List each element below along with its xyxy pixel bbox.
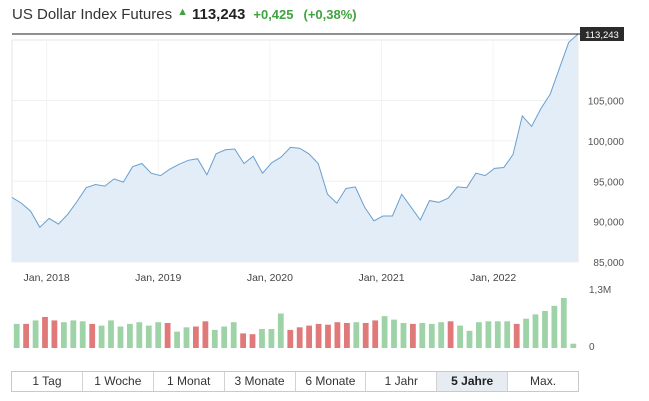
volume-bar [127, 323, 133, 348]
price-line [11, 33, 579, 229]
volume-bar [193, 326, 199, 348]
volume-min-label: 0 [589, 342, 595, 353]
volume-bar [98, 325, 105, 348]
volume-bar [268, 329, 275, 348]
volume-bar [476, 322, 482, 348]
time-x-axis: Jan, 2018 Jan, 2019 Jan, 2020 Jan, 2021 Jan,… [24, 272, 517, 284]
instrument-header: US Dollar Index Futures ▲ 113,243 +0,425… [12, 4, 357, 24]
volume-bar [457, 325, 463, 348]
x-tick-label: Jan, 2020 [247, 272, 293, 284]
volume-bar [164, 323, 171, 348]
volume-bar [353, 322, 360, 348]
volume-bar [117, 326, 124, 348]
y-tick-label: 85,000 [593, 258, 624, 269]
volume-bar [504, 321, 511, 348]
volume-bar [372, 320, 379, 348]
volume-bar [381, 316, 388, 348]
volume-bar [428, 323, 435, 348]
volume-bar [447, 321, 454, 348]
tab-5-years[interactable]: 5 Jahre [437, 372, 509, 391]
volume-max-label: 1,3M [589, 285, 611, 296]
x-tick-label: Jan, 2019 [135, 272, 181, 284]
tab-max[interactable]: Max. [530, 374, 557, 388]
volume-bar [306, 325, 312, 348]
volume-bar [513, 323, 520, 348]
volume-bar [211, 329, 218, 348]
volume-bars [13, 298, 577, 348]
volume-bar [277, 313, 284, 348]
volume-bar [13, 323, 20, 348]
last-price-label: 113,243 [585, 30, 619, 41]
volume-bar [296, 327, 303, 348]
tab-1-year[interactable]: 1 Jahr [366, 372, 438, 391]
volume-bar [249, 334, 256, 348]
volume-bar [400, 323, 407, 348]
volume-bar [315, 323, 322, 348]
price-change: +0,425 [253, 6, 294, 22]
volume-bar [344, 323, 350, 348]
volume-bar [325, 324, 331, 348]
volume-bar [419, 323, 426, 348]
x-tick-label: Jan, 2018 [24, 272, 70, 284]
volume-bar [438, 322, 445, 348]
instrument-name: US Dollar Index Futures [12, 5, 173, 23]
volume-bar [51, 320, 58, 348]
volume-bar [174, 331, 180, 348]
volume-bar [551, 305, 558, 348]
volume-bar [240, 333, 246, 348]
volume-bar [494, 321, 501, 348]
volume-bar [532, 314, 539, 348]
volume-bar [362, 323, 369, 348]
volume-bar [410, 323, 416, 348]
volume-bar [70, 320, 77, 348]
volume-bar [523, 318, 529, 348]
volume-bar [32, 320, 39, 348]
volume-bar [230, 322, 237, 348]
volume-bar [42, 317, 48, 348]
volume-bar [136, 322, 143, 348]
volume-bar [570, 343, 577, 348]
volume-bar [259, 329, 265, 348]
volume-bar [61, 322, 67, 348]
volume-bar [89, 323, 96, 348]
tab-1-month[interactable]: 1 Monat [154, 372, 225, 391]
y-tick-label: 95,000 [593, 177, 624, 188]
volume-bar [485, 321, 492, 348]
volume-bar [202, 321, 209, 348]
volume-bar [542, 311, 548, 348]
x-tick-label: Jan, 2021 [358, 272, 404, 284]
volume-bar [391, 319, 397, 348]
volume-bar [79, 321, 86, 348]
price-change-percent: (+0,38%) [303, 6, 357, 22]
volume-bar [108, 320, 114, 348]
price-series: 113,243 [11, 27, 624, 262]
volume-bar [145, 325, 152, 348]
tab-3-months[interactable]: 3 Monate [225, 372, 296, 391]
y-tick-label: 90,000 [593, 218, 624, 229]
tab-1-day[interactable]: 1 Tag [12, 372, 83, 391]
volume-y-axis: 1,3M 0 [589, 285, 611, 353]
timeframe-tabs: 1 Tag 1 Woche 1 Monat 3 Monate 6 Monate … [11, 371, 579, 392]
tab-6-months[interactable]: 6 Monate [296, 372, 367, 391]
volume-bar [287, 329, 294, 348]
y-tick-label: 105,000 [588, 97, 625, 108]
tab-1-week[interactable]: 1 Woche [83, 372, 154, 391]
x-tick-label: Jan, 2022 [470, 272, 516, 284]
volume-bar [334, 322, 341, 348]
price-y-axis: 85,000 90,000 95,000 100,000 105,000 [588, 97, 625, 269]
volume-bar [466, 330, 473, 348]
volume-bar [23, 323, 29, 348]
y-tick-label: 100,000 [588, 137, 625, 148]
volume-bar [183, 327, 190, 348]
up-arrow-icon: ▲ [177, 6, 188, 18]
last-price-label-box [580, 27, 624, 42]
volume-bar [155, 322, 162, 348]
volume-bar [560, 298, 567, 348]
last-price: 113,243 [191, 5, 246, 23]
volume-bar [221, 326, 228, 348]
